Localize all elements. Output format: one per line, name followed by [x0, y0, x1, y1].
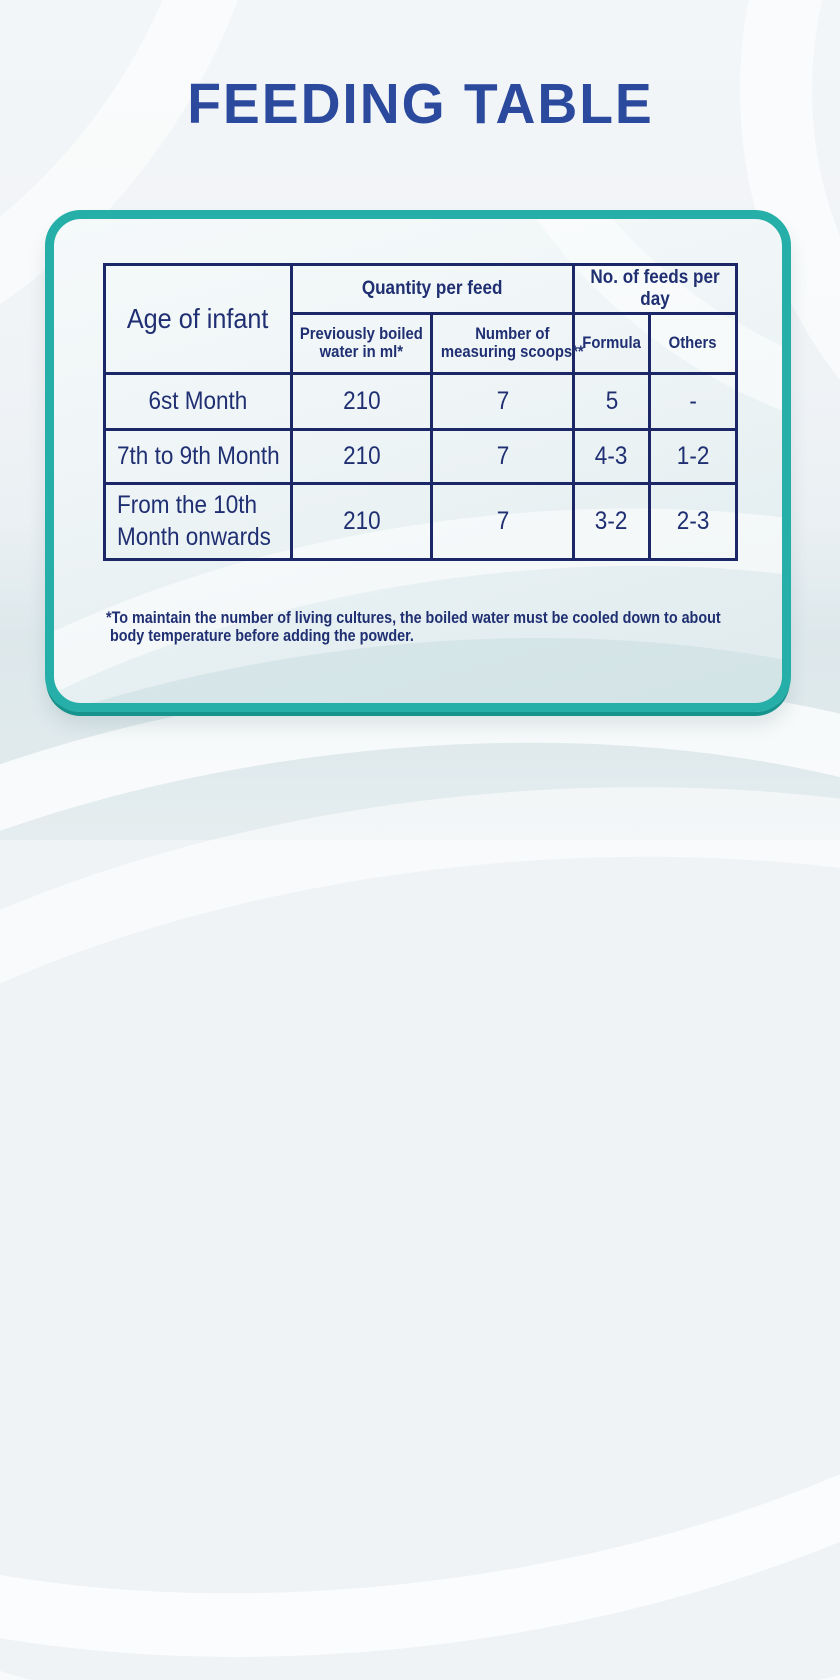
cell-scoops-row2-text: 7 — [496, 442, 509, 470]
feeding-panel: Age of infant Quantity per feed No. of f… — [45, 210, 791, 712]
cell-scoops-row3: 7 — [430, 482, 575, 561]
cell-formula-row3-text: 3-2 — [595, 507, 628, 535]
cell-water-row3: 210 — [290, 482, 433, 561]
table-subheader-row: Previously boiled water in ml* Number of… — [105, 312, 739, 375]
cell-age-row3: From the 10th Month onwards — [103, 482, 293, 561]
cell-others-row2: 1-2 — [647, 428, 739, 485]
table-row: 7th to 9th Month 210 7 4-3 1-2 — [103, 428, 739, 485]
col-header-age-of-infant: Age of infant — [103, 263, 293, 375]
col-group-quantity-label: Quantity per feed — [362, 278, 503, 299]
cell-others-row3: 2-3 — [647, 482, 739, 561]
cell-others-row1: - — [647, 372, 739, 431]
cell-water-row3-text: 210 — [342, 507, 381, 535]
cell-formula-row1: 5 — [572, 372, 651, 431]
footnote: *To maintain the number of living cultur… — [106, 609, 782, 651]
cell-age-row1-text: 6st Month — [148, 387, 248, 415]
col-header-others: Others — [647, 312, 739, 375]
cell-scoops-row2: 7 — [430, 428, 575, 485]
cell-others-row1-text: - — [689, 387, 697, 415]
col-header-measuring-scoops: Number of measuring scoops** — [430, 312, 584, 375]
cell-scoops-row1-text: 7 — [496, 387, 509, 415]
cell-water-row2: 210 — [290, 428, 433, 485]
col-header-age-label: Age of infant — [127, 303, 269, 334]
col-header-formula: Formula — [572, 312, 651, 375]
cell-formula-row3: 3-2 — [572, 482, 651, 561]
table-row: 6st Month 210 7 5 - — [103, 372, 739, 431]
table-header-group-row: Age of infant Quantity per feed No. of f… — [103, 263, 739, 375]
cell-formula-row2: 4-3 — [572, 428, 651, 485]
cell-formula-row1-text: 5 — [605, 387, 618, 415]
col-header-others-label: Others — [669, 334, 717, 352]
page-title: FEEDING TABLE — [0, 76, 840, 133]
cell-age-row2: 7th to 9th Month — [103, 428, 293, 485]
cell-scoops-row1: 7 — [430, 372, 575, 431]
col-group-quantity-per-feed: Quantity per feed — [290, 263, 575, 315]
cell-age-row2-text: 7th to 9th Month — [116, 442, 280, 470]
col-group-feeds-per-day: No. of feeds per day — [571, 263, 739, 315]
cell-water-row1-text: 210 — [342, 387, 381, 415]
col-header-boiled-water: Previously boiled water in ml* — [290, 312, 433, 375]
table-row: From the 10th Month onwards 210 7 3-2 2-… — [103, 482, 739, 561]
cell-scoops-row3-text: 7 — [496, 507, 509, 535]
cell-water-row1: 210 — [290, 372, 433, 431]
cell-others-row3-text: 2-3 — [676, 507, 710, 535]
cell-age-row1: 6st Month — [103, 372, 293, 431]
cell-water-row2-text: 210 — [342, 442, 381, 470]
cell-formula-row2-text: 4-3 — [595, 442, 628, 470]
cell-others-row2-text: 1-2 — [676, 442, 710, 470]
col-header-boiled-water-label: Previously boiled water in ml* — [300, 324, 423, 362]
col-group-feeds-label: No. of feeds per day — [590, 267, 720, 310]
col-header-measuring-scoops-label: Number of measuring scoops** — [440, 324, 584, 362]
feeding-table: Age of infant Quantity per feed No. of f… — [103, 263, 739, 561]
col-header-formula-label: Formula — [582, 334, 641, 352]
footnote-text: *To maintain the number of living cultur… — [106, 609, 721, 646]
cell-age-row3-text: From the 10th Month onwards — [117, 491, 271, 551]
page-title-text: FEEDING TABLE — [186, 72, 654, 136]
